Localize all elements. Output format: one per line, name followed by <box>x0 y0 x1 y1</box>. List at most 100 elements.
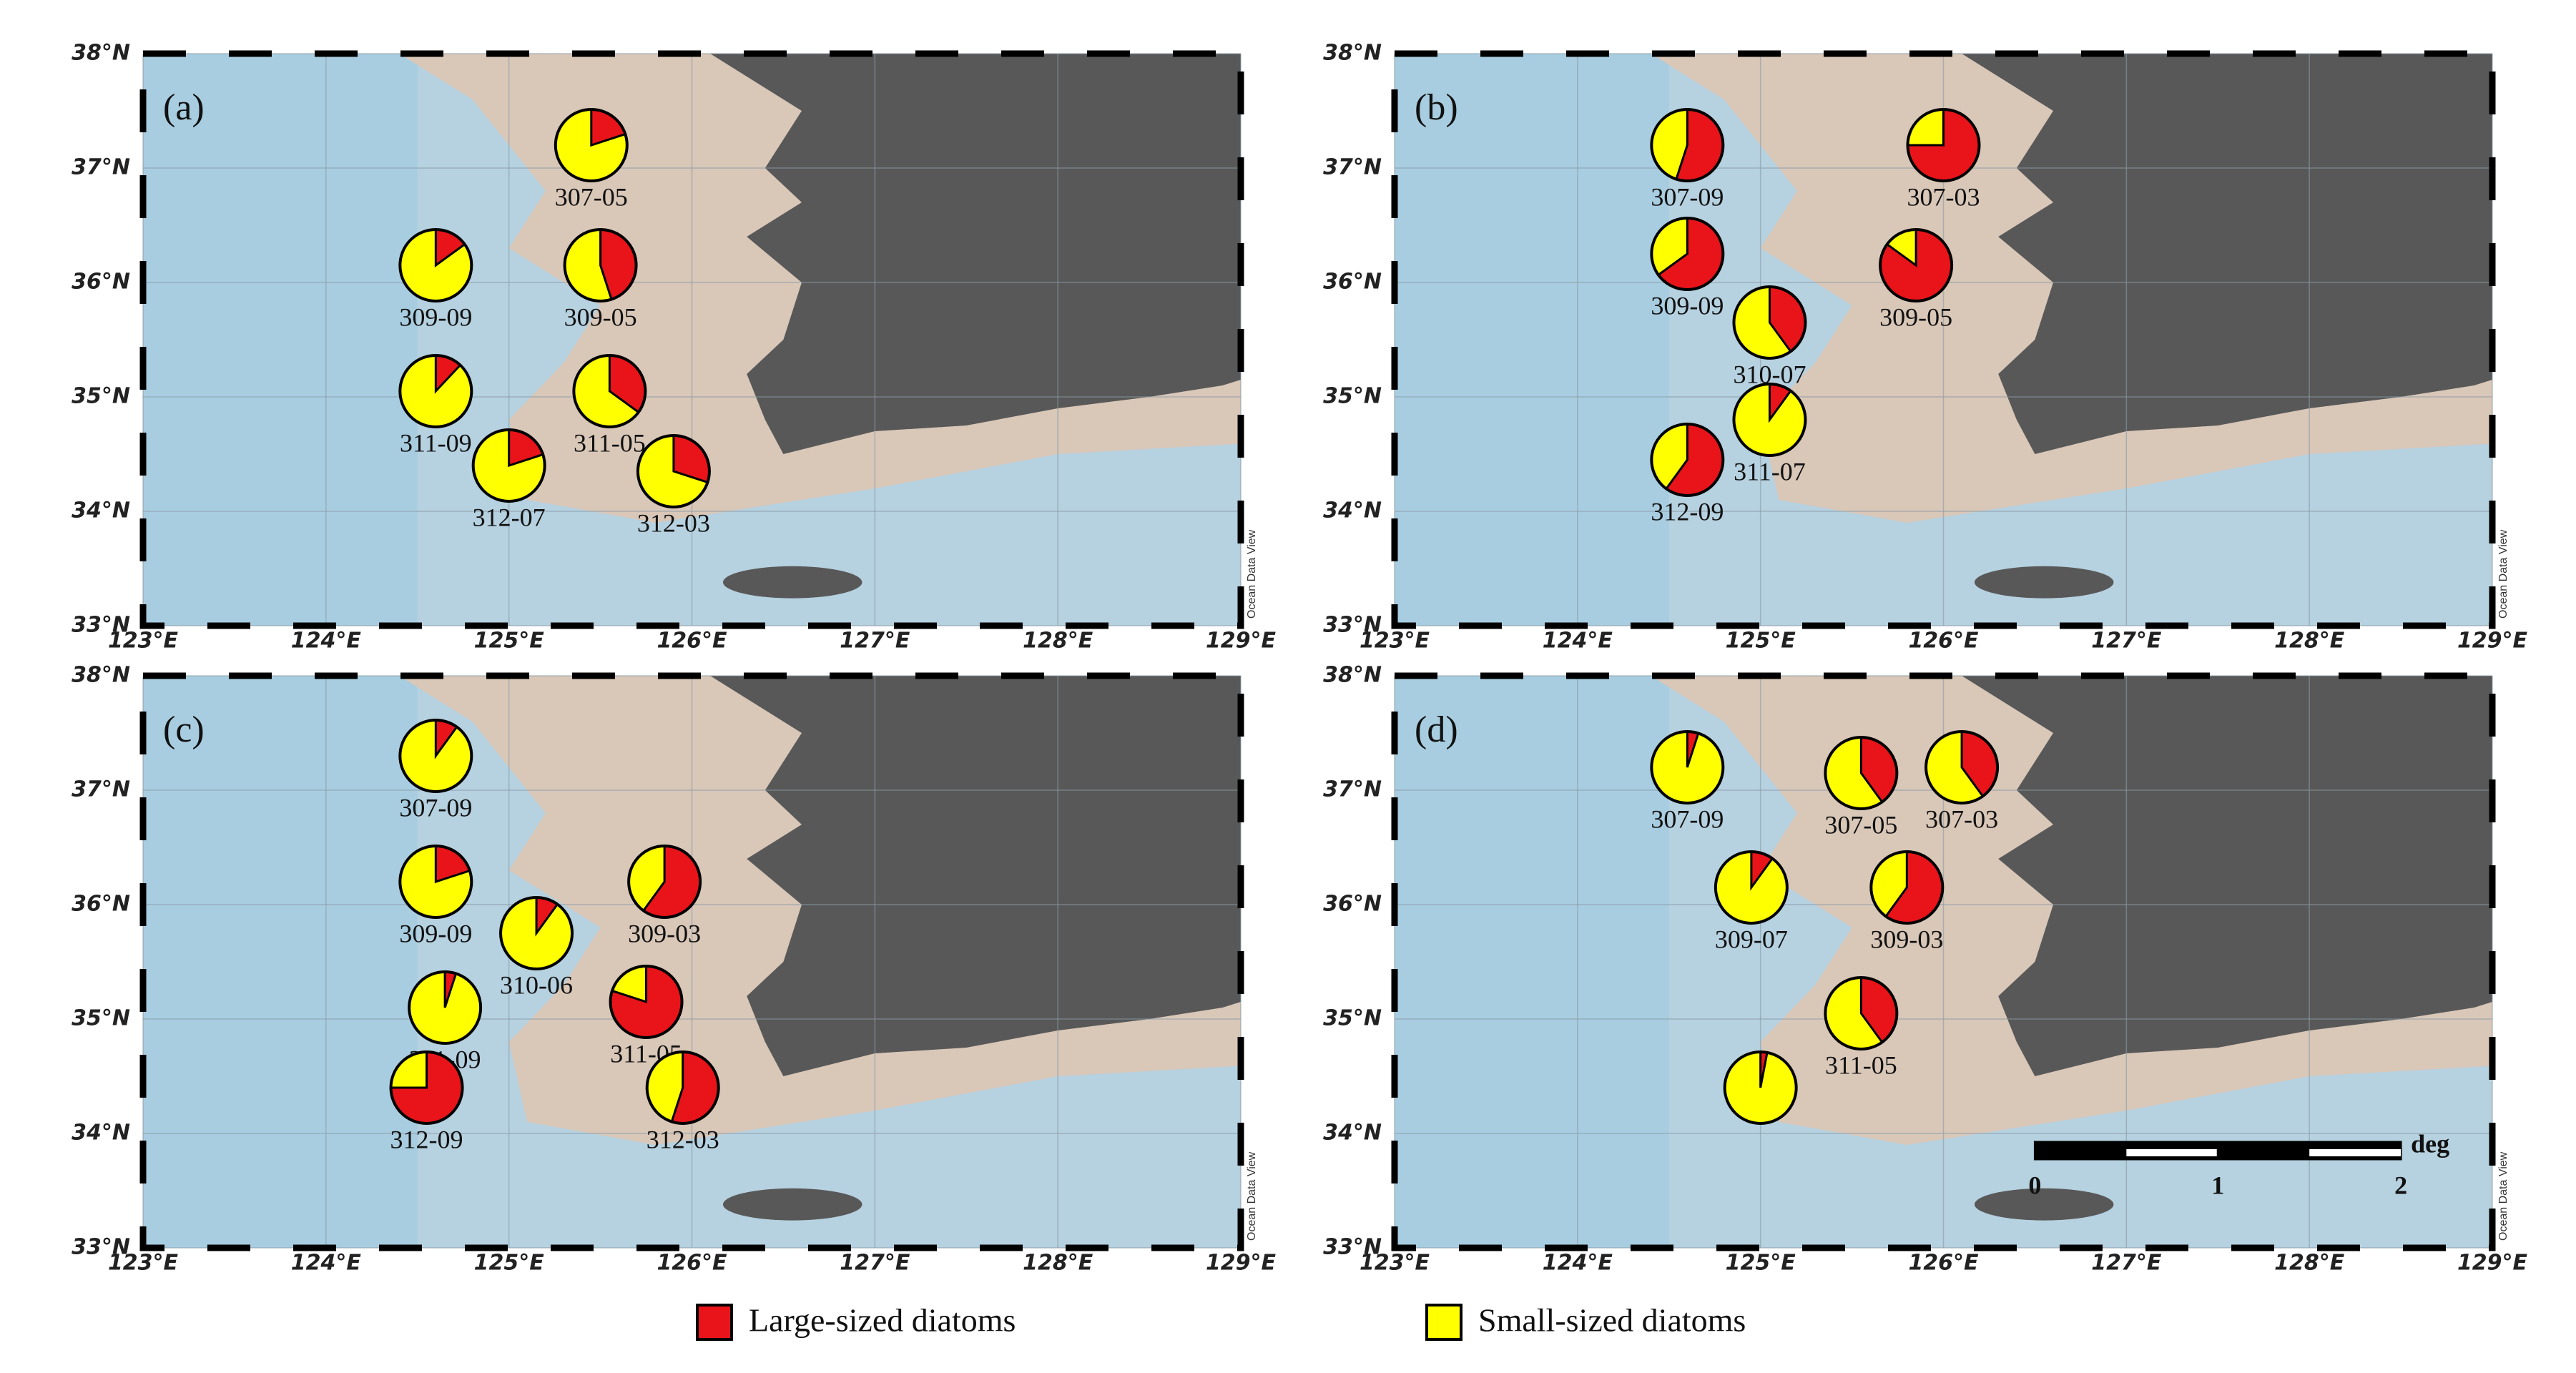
pie-outline <box>636 434 711 508</box>
map-panel: 123°E 124°E 125°E 126°E 127°E 128°E 129°E 33°N 3… <box>72 663 1276 1276</box>
x-tick-label: 129°E <box>1206 629 1277 654</box>
station-label: 312-03 <box>637 508 710 537</box>
station-label: 312-09 <box>1651 497 1724 526</box>
y-tick-label: 36°N <box>72 270 130 295</box>
pie-outline <box>1723 1050 1798 1125</box>
x-tick-label: 126°E <box>1908 1251 1979 1276</box>
panel-label: (b) <box>1415 87 1458 128</box>
pie-outline <box>572 354 647 428</box>
legend-swatch <box>696 1304 733 1341</box>
land <box>710 676 1241 1076</box>
scale-tick-label: 1 <box>2211 1171 2224 1199</box>
x-tick-label: 126°E <box>657 629 727 654</box>
map-background <box>143 54 1241 626</box>
pie-outline <box>1906 108 1981 182</box>
y-tick-label: 37°N <box>1323 777 1382 802</box>
station-label: 312-07 <box>473 503 546 531</box>
pie-outline <box>1732 383 1807 457</box>
y-tick-label: 35°N <box>72 1006 130 1031</box>
pie-outline <box>627 845 702 919</box>
pie-outline <box>471 428 546 503</box>
x-tick-label: 127°E <box>840 1251 910 1276</box>
scale-segment-inner <box>2309 1149 2402 1156</box>
x-tick-label: 123°E <box>1360 629 1430 654</box>
x-tick-label: 124°E <box>291 1251 362 1276</box>
pie-outline <box>1869 850 1945 925</box>
map-panel: 123°E 124°E 125°E 126°E 127°E 128°E 129°E 33°N 3… <box>1323 663 2527 1276</box>
legend-swatch <box>1425 1304 1462 1341</box>
station-label: 312-03 <box>647 1125 719 1153</box>
y-tick-label: 38°N <box>72 41 130 66</box>
station-label: 307-09 <box>1651 804 1724 833</box>
station-label: 311-07 <box>1734 457 1806 486</box>
map-frame <box>1391 50 2496 629</box>
map-panel: 123°E 124°E 125°E 126°E 127°E 128°E 129°E 33°N 3… <box>1323 41 2527 654</box>
land <box>710 54 1241 454</box>
y-tick-label: 38°N <box>1323 663 1382 688</box>
pie-outline <box>398 228 473 302</box>
x-tick-label: 127°E <box>2091 1251 2162 1276</box>
scale-tick-label: 2 <box>2394 1171 2407 1199</box>
x-tick-label: 125°E <box>1726 1251 1796 1276</box>
watermark: Ocean Data View <box>2497 529 2509 619</box>
pie-outline <box>408 970 483 1045</box>
watermark: Ocean Data View <box>2497 1151 2509 1241</box>
pie-outline <box>1824 736 1899 810</box>
map-frame <box>1391 672 2496 1251</box>
y-tick-label: 33°N <box>72 613 130 638</box>
y-tick-label: 37°N <box>72 777 130 802</box>
island <box>1974 566 2114 599</box>
pie-outline <box>398 354 473 428</box>
station-label: 311-09 <box>400 428 472 457</box>
y-tick-label: 34°N <box>1323 498 1382 523</box>
station-label: 311-05 <box>574 428 646 457</box>
panel-label: (d) <box>1415 709 1458 750</box>
y-tick-label: 35°N <box>1323 384 1382 409</box>
pie-outline <box>554 108 629 182</box>
station-label: 309-09 <box>1651 291 1724 320</box>
legend-label: Small-sized diatoms <box>1478 1302 1746 1339</box>
x-tick-label: 125°E <box>474 1251 545 1276</box>
x-tick-label: 125°E <box>1726 629 1796 654</box>
y-tick-label: 33°N <box>1323 613 1382 638</box>
y-tick-label: 37°N <box>1323 155 1382 180</box>
y-tick-label: 35°N <box>1323 1006 1382 1031</box>
station-label: 307-05 <box>555 182 628 211</box>
pie-outline <box>609 965 684 1039</box>
x-tick-label: 128°E <box>2274 1251 2345 1276</box>
pie-outline <box>398 719 473 793</box>
y-tick-label: 34°N <box>72 1121 130 1146</box>
land <box>1962 676 2492 1076</box>
x-tick-label: 128°E <box>1023 629 1093 654</box>
station-label: 309-03 <box>628 919 701 948</box>
map-background <box>143 676 1241 1248</box>
station-label: 307-03 <box>1925 804 1998 833</box>
x-tick-label: 127°E <box>840 629 910 654</box>
y-tick-label: 36°N <box>1323 270 1382 295</box>
pie-outline <box>389 1050 464 1125</box>
pie-outline <box>1879 228 1954 302</box>
pie-outline <box>398 845 473 919</box>
y-tick-label: 33°N <box>72 1235 130 1260</box>
y-tick-label: 34°N <box>72 498 130 523</box>
pie-outline <box>1714 850 1789 925</box>
x-tick-label: 129°E <box>2457 629 2528 654</box>
station-label: 309-07 <box>1715 925 1788 953</box>
island <box>1974 1188 2114 1221</box>
x-tick-label: 128°E <box>1023 1251 1093 1276</box>
y-tick-label: 36°N <box>1323 892 1382 917</box>
station-label: 309-03 <box>1870 925 1943 953</box>
y-tick-label: 38°N <box>1323 41 1382 66</box>
x-tick-label: 123°E <box>1360 1251 1430 1276</box>
x-tick-label: 123°E <box>108 1251 179 1276</box>
station-label: 307-09 <box>399 793 472 822</box>
scale-tick-label: 0 <box>2028 1171 2041 1199</box>
y-tick-label: 35°N <box>72 384 130 409</box>
x-tick-label: 129°E <box>1206 1251 1277 1276</box>
legend: Large-sized diatoms Small-sized diatoms <box>696 1302 1746 1341</box>
panel-label: (c) <box>163 709 205 750</box>
x-tick-label: 129°E <box>2457 1251 2528 1276</box>
watermark: Ocean Data View <box>1246 529 1258 619</box>
x-tick-label: 124°E <box>1543 629 1613 654</box>
